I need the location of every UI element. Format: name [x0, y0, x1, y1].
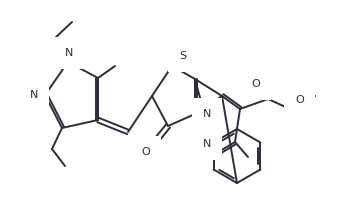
Text: N: N: [203, 139, 211, 149]
Text: O: O: [141, 147, 150, 157]
Text: O: O: [295, 95, 304, 105]
Text: O: O: [251, 79, 260, 89]
Text: N: N: [30, 90, 38, 100]
Text: S: S: [179, 51, 186, 61]
Text: N: N: [65, 48, 73, 58]
Text: N: N: [203, 109, 211, 119]
